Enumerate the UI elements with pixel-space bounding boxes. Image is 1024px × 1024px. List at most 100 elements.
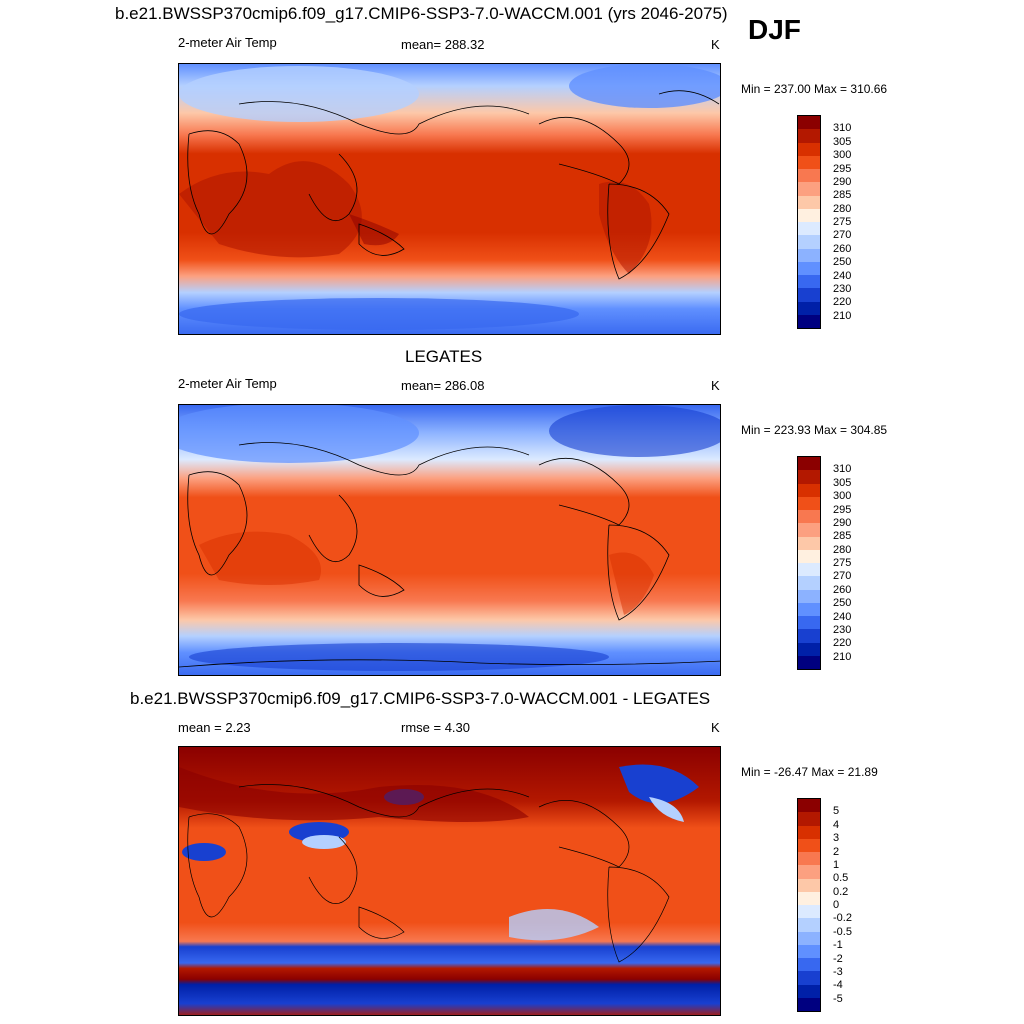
colorbar-swatch: [798, 971, 820, 985]
colorbar-label: 210: [833, 309, 852, 322]
colorbar-swatch: [798, 208, 820, 222]
colorbar-label: 285: [833, 530, 852, 543]
colorbar-label: -2: [833, 952, 843, 965]
colorbar-label: 1: [833, 858, 840, 871]
colorbar-swatch: [798, 549, 820, 563]
colorbar-label: 210: [833, 650, 852, 663]
colorbar-label: 275: [833, 216, 852, 228]
colorbar-label: 285: [833, 189, 852, 202]
colorbar-label: -3: [833, 965, 843, 978]
colorbar-label: -5: [833, 992, 843, 1005]
colorbar-swatch: [798, 852, 820, 866]
colorbar-label: 310: [833, 122, 852, 135]
panel1-title: b.e21.BWSSP370cmip6.f09_g17.CMIP6-SSP3-7…: [115, 4, 728, 23]
panel1-map: [178, 63, 721, 335]
colorbar-swatch: [798, 931, 820, 945]
panel2-variable: 2-meter Air Temp: [178, 376, 277, 391]
colorbar-swatch: [798, 642, 820, 656]
colorbar-label: 300: [833, 490, 852, 503]
colorbar-swatch: [798, 235, 820, 249]
colorbar-label: 250: [833, 256, 852, 269]
colorbar-label: 270: [833, 229, 852, 242]
colorbar-label: 260: [833, 583, 852, 596]
colorbar-label: 290: [833, 175, 852, 188]
colorbar-swatch: [798, 169, 820, 183]
panel2-title: LEGATES: [405, 347, 483, 366]
panel2-units: K: [711, 378, 720, 393]
colorbar-swatch: [798, 116, 820, 130]
panel1-minmax: Min = 237.00 Max = 310.66: [741, 82, 888, 96]
colorbar-label: 305: [833, 135, 852, 148]
panel3-minmax: Min = -26.47 Max = 21.89: [741, 765, 878, 779]
colorbar-swatch: [798, 142, 820, 156]
colorbar-swatch: [798, 182, 820, 196]
panel2-colorbar: [797, 456, 821, 670]
colorbar-swatch: [798, 288, 820, 302]
panel3-colorbar: [797, 798, 821, 1012]
colorbar-label: 310: [833, 463, 852, 476]
colorbar-label: 240: [833, 610, 852, 623]
colorbar-swatch: [798, 129, 820, 143]
colorbar-label: 230: [833, 623, 852, 636]
colorbar-swatch: [798, 616, 820, 630]
colorbar-swatch: [798, 655, 820, 669]
colorbar-label: 0: [833, 899, 840, 911]
panel3-map: [178, 746, 721, 1016]
panel1-mean: mean= 288.32: [401, 37, 485, 52]
colorbar-swatch: [798, 799, 820, 813]
colorbar-swatch: [798, 878, 820, 892]
colorbar-swatch: [798, 496, 820, 510]
colorbar-label: 240: [833, 269, 852, 282]
colorbar-label: 4: [833, 818, 840, 831]
colorbar-label: 290: [833, 516, 852, 529]
colorbar-swatch: [798, 576, 820, 590]
colorbar-label: 5: [833, 805, 840, 818]
colorbar-swatch: [798, 314, 820, 328]
panel1-variable: 2-meter Air Temp: [178, 35, 277, 50]
season-label: DJF: [748, 14, 801, 45]
colorbar-swatch: [798, 261, 820, 275]
colorbar-swatch: [798, 301, 820, 315]
colorbar-swatch: [798, 629, 820, 643]
colorbar-label: 230: [833, 282, 852, 295]
colorbar-label: 280: [833, 202, 852, 215]
colorbar-label: 275: [833, 557, 852, 569]
colorbar-swatch: [798, 457, 820, 471]
colorbar-swatch: [798, 222, 820, 236]
colorbar-swatch: [798, 155, 820, 169]
colorbar-label: -0.5: [833, 925, 852, 938]
panel2-minmax: Min = 223.93 Max = 304.85: [741, 423, 888, 437]
panel3-units: K: [711, 720, 720, 735]
colorbar-label: -1: [833, 939, 843, 952]
colorbar-label: -0.2: [833, 912, 852, 925]
colorbar-swatch: [798, 825, 820, 839]
colorbar-swatch: [798, 812, 820, 826]
colorbar-swatch: [798, 891, 820, 905]
colorbar-label: 260: [833, 242, 852, 255]
colorbar-swatch: [798, 944, 820, 958]
colorbar-swatch: [798, 997, 820, 1011]
colorbar-label: 0.5: [833, 872, 849, 885]
colorbar-label: 270: [833, 570, 852, 583]
colorbar-swatch: [798, 602, 820, 616]
colorbar-swatch: [798, 563, 820, 577]
colorbar-swatch: [798, 248, 820, 262]
colorbar-label: 3: [833, 832, 840, 845]
colorbar-label: 300: [833, 149, 852, 162]
colorbar-swatch: [798, 905, 820, 919]
colorbar-label: 0.2: [833, 885, 849, 898]
colorbar-label: 220: [833, 637, 852, 650]
panel3-mean: mean = 2.23: [178, 720, 251, 735]
colorbar-swatch: [798, 470, 820, 484]
colorbar-swatch: [798, 195, 820, 209]
panel3-title: b.e21.BWSSP370cmip6.f09_g17.CMIP6-SSP3-7…: [130, 689, 711, 708]
colorbar-label: 220: [833, 296, 852, 309]
colorbar-swatch: [798, 536, 820, 550]
colorbar-label: 295: [833, 503, 852, 516]
colorbar-label: 295: [833, 162, 852, 175]
colorbar-swatch: [798, 510, 820, 524]
colorbar-swatch: [798, 918, 820, 932]
colorbar-swatch: [798, 589, 820, 603]
panel2-mean: mean= 286.08: [401, 378, 485, 393]
colorbar-label: 2: [833, 845, 840, 858]
